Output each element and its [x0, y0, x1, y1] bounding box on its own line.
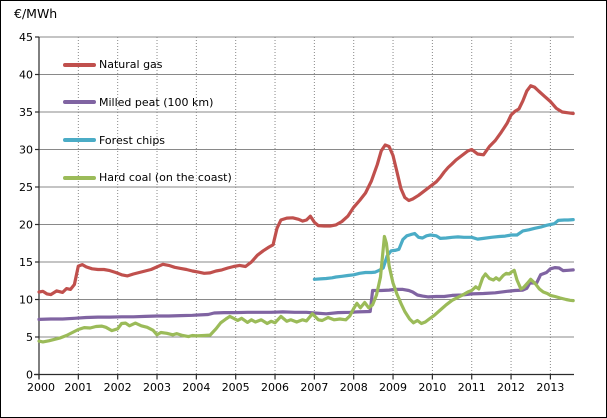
x-tick-label-2004: 2004 — [182, 381, 210, 394]
legend-swatch-natural_gas — [63, 62, 96, 67]
x-tick-label-2006: 2006 — [261, 381, 289, 394]
x-tick-label-2010: 2010 — [418, 381, 446, 394]
x-tick-label-2003: 2003 — [143, 381, 171, 394]
x-tick-label-2000: 2000 — [27, 381, 55, 394]
legend-label-natural_gas: Natural gas — [99, 58, 163, 71]
y-tick-label-35: 35 — [19, 106, 33, 119]
legend-label-milled_peat: Milled peat (100 km) — [99, 95, 214, 109]
legend-item-forest_chips: Forest chips — [63, 134, 165, 147]
series-line-forest_chips — [312, 218, 575, 281]
series-line-natural_gas — [37, 84, 575, 297]
x-tick-label-2007: 2007 — [300, 381, 328, 394]
y-axis-unit-title: €/MWh — [14, 6, 58, 21]
y-tick-label-45: 45 — [19, 31, 33, 44]
x-tick-label-2002: 2002 — [104, 381, 132, 394]
x-tick-label-2012: 2012 — [497, 381, 525, 394]
x-tick-label-2001: 2001 — [64, 381, 92, 394]
x-tick-label-2009: 2009 — [379, 381, 407, 394]
legend-item-milled_peat: Milled peat (100 km) — [63, 96, 213, 109]
legend-swatch-forest_chips — [63, 138, 96, 143]
legend-item-hard_coal: Hard coal (on the coast) — [63, 171, 232, 184]
x-tick-label-2008: 2008 — [340, 381, 368, 394]
y-tick-label-15: 15 — [19, 256, 33, 269]
x-tick-label-2011: 2011 — [458, 381, 486, 394]
series-line-hard_coal — [37, 234, 575, 344]
legend-label-forest_chips: Forest chips — [99, 133, 166, 147]
y-tick-label-20: 20 — [19, 219, 33, 232]
legend-label-hard_coal: Hard coal (on the coast) — [99, 171, 232, 185]
y-tick-label-30: 30 — [19, 144, 33, 157]
legend-swatch-hard_coal — [63, 175, 96, 180]
legend-item-natural_gas: Natural gas — [63, 58, 163, 71]
y-tick-label-25: 25 — [19, 181, 33, 194]
x-tick-label-2013: 2013 — [536, 381, 564, 394]
y-tick-label-40: 40 — [19, 69, 33, 82]
y-tick-label-10: 10 — [19, 294, 33, 307]
legend-swatch-milled_peat — [63, 100, 96, 105]
x-tick-label-2005: 2005 — [222, 381, 250, 394]
y-tick-label-5: 5 — [26, 331, 33, 344]
y-tick-label-0: 0 — [26, 369, 33, 382]
series-line-milled_peat — [37, 266, 575, 321]
